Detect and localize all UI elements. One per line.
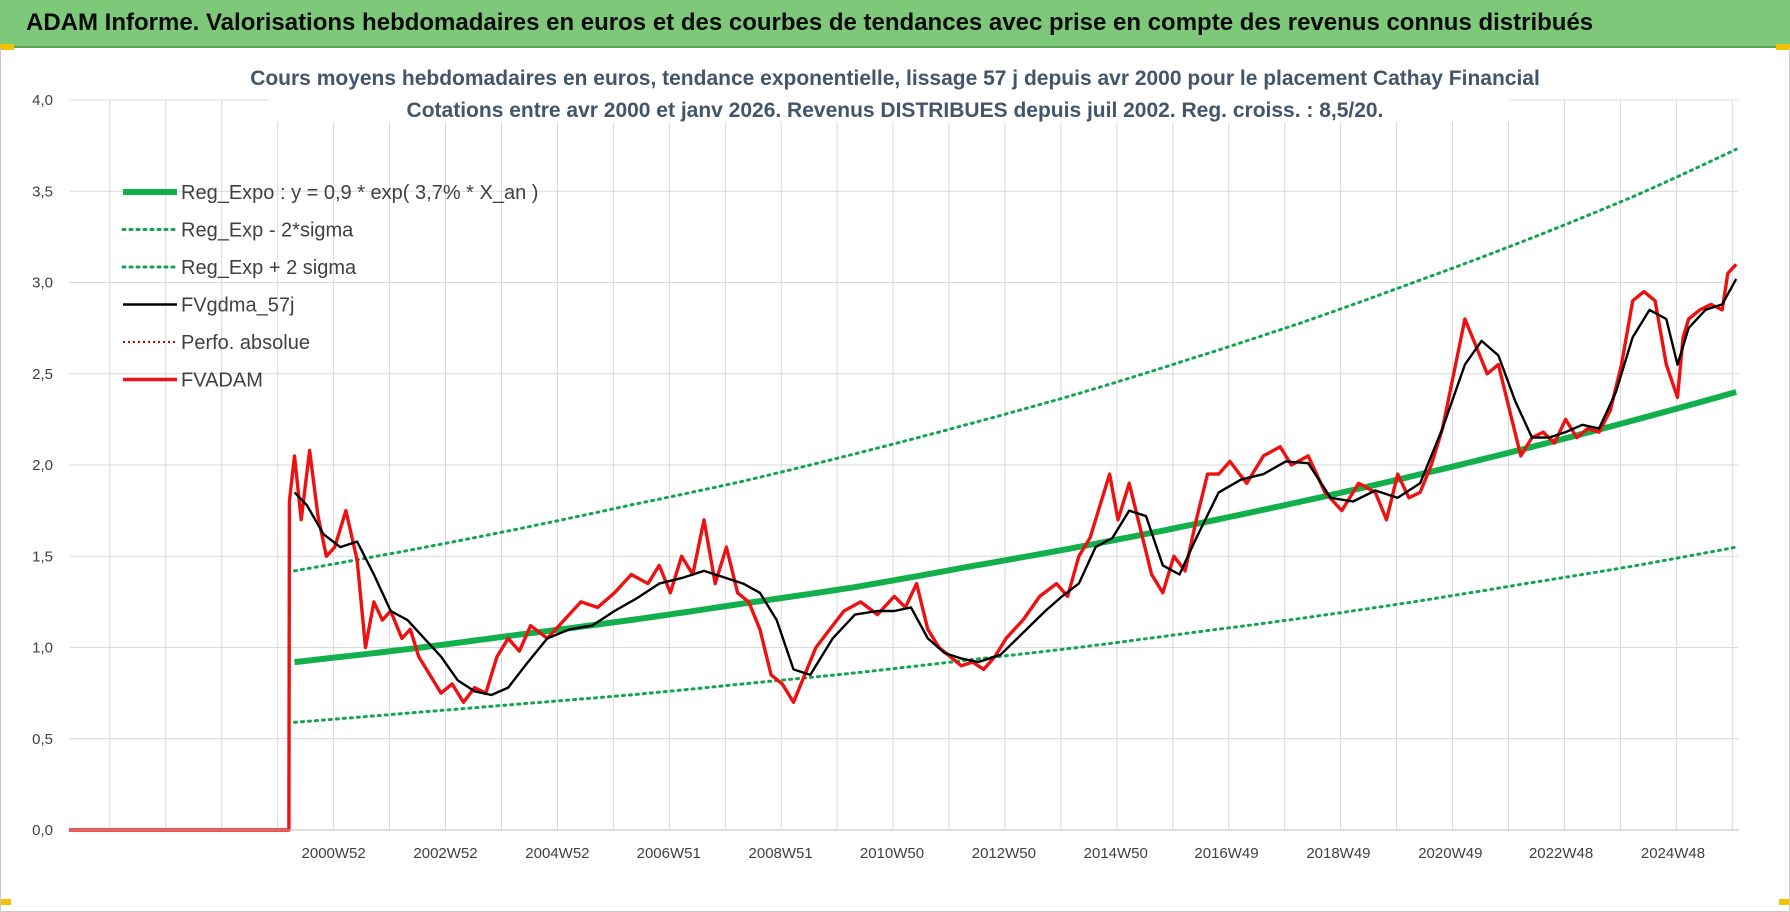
x-tick-label: 2018W49 <box>1306 845 1370 862</box>
x-tick-label: 2022W48 <box>1529 845 1593 862</box>
y-tick-label: 2,5 <box>32 366 53 383</box>
x-tick-label: 2016W49 <box>1194 845 1258 862</box>
x-tick-label: 2004W52 <box>525 845 589 862</box>
y-tick-label: 0,5 <box>32 731 53 748</box>
report-title: ADAM Informe. Valorisations hebdomadaire… <box>26 9 1594 36</box>
y-tick-label: 1,5 <box>32 548 53 565</box>
series-line-3 <box>293 147 1738 573</box>
series-line-1 <box>294 389 1738 666</box>
x-tick-label: 2024W48 <box>1641 845 1705 862</box>
chart-title-line-2: Cotations entre avr 2000 et janv 2026. R… <box>407 99 1384 122</box>
series-line-2 <box>293 545 1738 724</box>
chart-frame: 0,0 0,5 1,0 1,5 2,0 2,5 3,0 3,5 4,0 2000W52 2002W… <box>0 48 1790 912</box>
x-tick-label: 2014W50 <box>1084 845 1148 862</box>
y-axis: 0,0 0,5 1,0 1,5 2,0 2,5 3,0 3,5 4,0 <box>32 92 53 839</box>
grid-layer <box>69 99 1739 831</box>
series-layer <box>69 147 1738 832</box>
legend-entry: Reg_Exp + 2 sigma <box>181 257 357 279</box>
legend-entry: FVADAM <box>181 370 263 392</box>
x-tick-label: 2020W49 <box>1418 845 1482 862</box>
x-tick-label: 2002W52 <box>413 845 477 862</box>
corner-marker-bottom-left <box>1 899 11 905</box>
y-tick-label: 2,0 <box>32 457 53 474</box>
x-tick-label: 2008W51 <box>749 845 813 862</box>
legend-entry: Reg_Exp - 2*sigma <box>181 220 354 242</box>
legend-entry: Perfo. absolue <box>181 332 310 354</box>
y-tick-label: 4,0 <box>32 92 53 109</box>
chart-svg: 0,0 0,5 1,0 1,5 2,0 2,5 3,0 3,5 4,0 2000W52 2002W… <box>32 58 1739 862</box>
x-tick-label: 2000W52 <box>302 845 366 862</box>
corner-marker-bottom-right <box>1779 899 1789 905</box>
chart-title-background <box>269 58 1509 122</box>
series-line-4 <box>293 278 1738 697</box>
y-tick-label: 3,5 <box>32 183 53 200</box>
report-banner: ADAM Informe. Valorisations hebdomadaire… <box>0 0 1790 48</box>
corner-marker-right <box>1776 44 1790 50</box>
series-line-6 <box>69 263 1738 832</box>
x-tick-label: 2010W50 <box>860 845 924 862</box>
x-tick-label: 2006W51 <box>637 845 701 862</box>
legend-entry: Reg_Expo : y = 0,9 * exp( 3,7% * X_an ) <box>181 182 538 204</box>
y-tick-label: 1,0 <box>32 640 53 657</box>
legend-entry: FVgdma_57j <box>181 295 294 317</box>
x-axis: 2000W52 2002W52 2004W52 2006W51 2008W51 2010W… <box>69 829 1739 862</box>
chart-title-line-1: Cours moyens hebdomadaires en euros, ten… <box>250 67 1540 90</box>
y-tick-label: 3,0 <box>32 275 53 292</box>
x-tick-label: 2012W50 <box>972 845 1036 862</box>
corner-marker-left <box>0 44 14 50</box>
y-tick-label: 0,0 <box>32 822 53 839</box>
legend: Reg_Expo : y = 0,9 * exp( 3,7% * X_an ) R… <box>121 182 538 392</box>
